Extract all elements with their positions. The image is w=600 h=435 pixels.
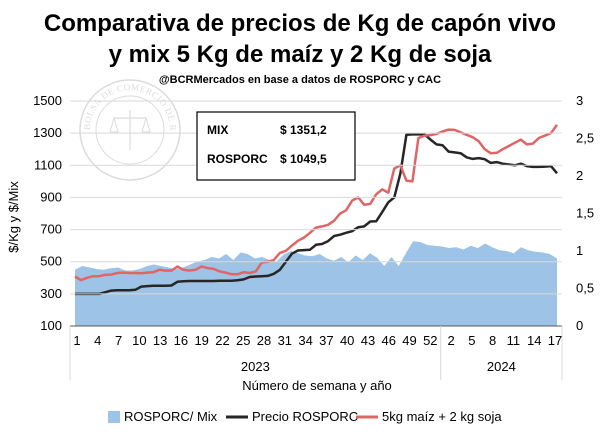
- x-tick-label: 16: [174, 333, 188, 348]
- info-mix-value: $ 1351,2: [280, 123, 327, 137]
- x-tick-label: 14: [527, 333, 541, 348]
- x-tick-label: 17: [548, 333, 562, 348]
- info-box-frame: [196, 111, 356, 181]
- info-mix-label: MIX: [207, 123, 228, 137]
- x-tick-label: 25: [236, 333, 250, 348]
- legend-label: ROSPORC/ Mix: [124, 409, 218, 424]
- y-right-tick-label: 2,5: [576, 131, 594, 146]
- year-label: 2024: [487, 359, 516, 374]
- chart-subtitle: @BCRMercados en base a datos de ROSPORC …: [159, 74, 441, 86]
- precio-rosporc-line: [75, 133, 558, 296]
- x-tick-label: 37: [319, 333, 333, 348]
- year-label: 2023: [241, 359, 270, 374]
- x-tick-label: 11: [507, 333, 521, 348]
- legend-swatch-area: [108, 411, 120, 423]
- y-axis-right: 0 0,5 1 1,5 2 2,5 3: [576, 93, 594, 333]
- y-left-tick-label: 900: [40, 189, 62, 204]
- x-tick-label: 8: [489, 333, 496, 348]
- x-axis-title: Número de semana y año: [242, 378, 392, 393]
- y-left-tick-label: 100: [40, 318, 62, 333]
- x-tick-label: 34: [298, 333, 312, 348]
- y-right-tick-label: 0,5: [576, 281, 594, 296]
- x-tick-label: 49: [402, 333, 416, 348]
- y-left-tick-label: 1100: [34, 157, 62, 172]
- x-tick-label: 5: [468, 333, 475, 348]
- plot-area: [74, 124, 559, 326]
- y-left-tick-label: 300: [40, 286, 62, 301]
- x-tick-label: 43: [361, 333, 375, 348]
- x-tick-label: 1: [73, 333, 80, 348]
- y-right-tick-label: 2: [576, 168, 583, 183]
- x-tick-label: 46: [382, 333, 396, 348]
- y-axis-left: 100 300 500 700 900 1100 1300 1500: [33, 93, 62, 333]
- x-tick-label: 10: [132, 333, 146, 348]
- info-rosporc-value: $ 1049,5: [280, 152, 327, 166]
- x-tick-label: 22: [215, 333, 229, 348]
- chart-title-line-1: Comparativa de precios de Kg de capón vi…: [44, 10, 556, 37]
- chart-title-line-2: y mix 5 Kg de maíz y 2 Kg de soja: [109, 41, 492, 68]
- mix-line: [74, 124, 559, 282]
- info-rosporc-label: ROSPORC: [207, 152, 268, 166]
- x-tick-label: 13: [153, 333, 167, 348]
- x-tick-label: 31: [278, 333, 292, 348]
- y-right-tick-label: 0: [576, 318, 583, 333]
- y-right-tick-label: 3: [576, 93, 583, 108]
- x-tick-label: 7: [115, 333, 122, 348]
- x-axis: 1 4 7 10 13 16 19 22 25 28 31 34 37 40 43 46 49 52 2 5 8 11 14…: [73, 333, 562, 348]
- legend-label: 5kg maíz + 2 kg soja: [382, 409, 502, 424]
- gridlines: [70, 100, 562, 327]
- y-axis-title: $/Kg y $/Mix: [6, 181, 21, 253]
- x-tick-label: 40: [340, 333, 354, 348]
- y-left-tick-label: 1500: [33, 93, 62, 108]
- y-right-tick-label: 1,5: [576, 206, 594, 221]
- x-axis-years: 2023 2024: [69, 326, 563, 380]
- x-tick-label: 2: [447, 333, 454, 348]
- y-left-tick-label: 1300: [33, 125, 62, 140]
- price-info-box: MIX $ 1351,2 ROSPORC $ 1049,5: [196, 111, 356, 181]
- y-right-tick-label: 1: [576, 243, 583, 258]
- chart-legend: ROSPORC/ Mix Precio ROSPORC 5kg maíz + 2 k…: [108, 409, 502, 424]
- y-left-tick-label: 700: [40, 222, 62, 237]
- y-left-tick-label: 500: [40, 254, 62, 269]
- x-tick-label: 19: [194, 333, 208, 348]
- x-tick-label: 4: [94, 333, 101, 348]
- rosporc-mix-area: [75, 241, 557, 326]
- x-tick-label: 52: [423, 333, 437, 348]
- x-tick-label: 28: [257, 333, 271, 348]
- legend-label: Precio ROSPORC: [252, 409, 358, 424]
